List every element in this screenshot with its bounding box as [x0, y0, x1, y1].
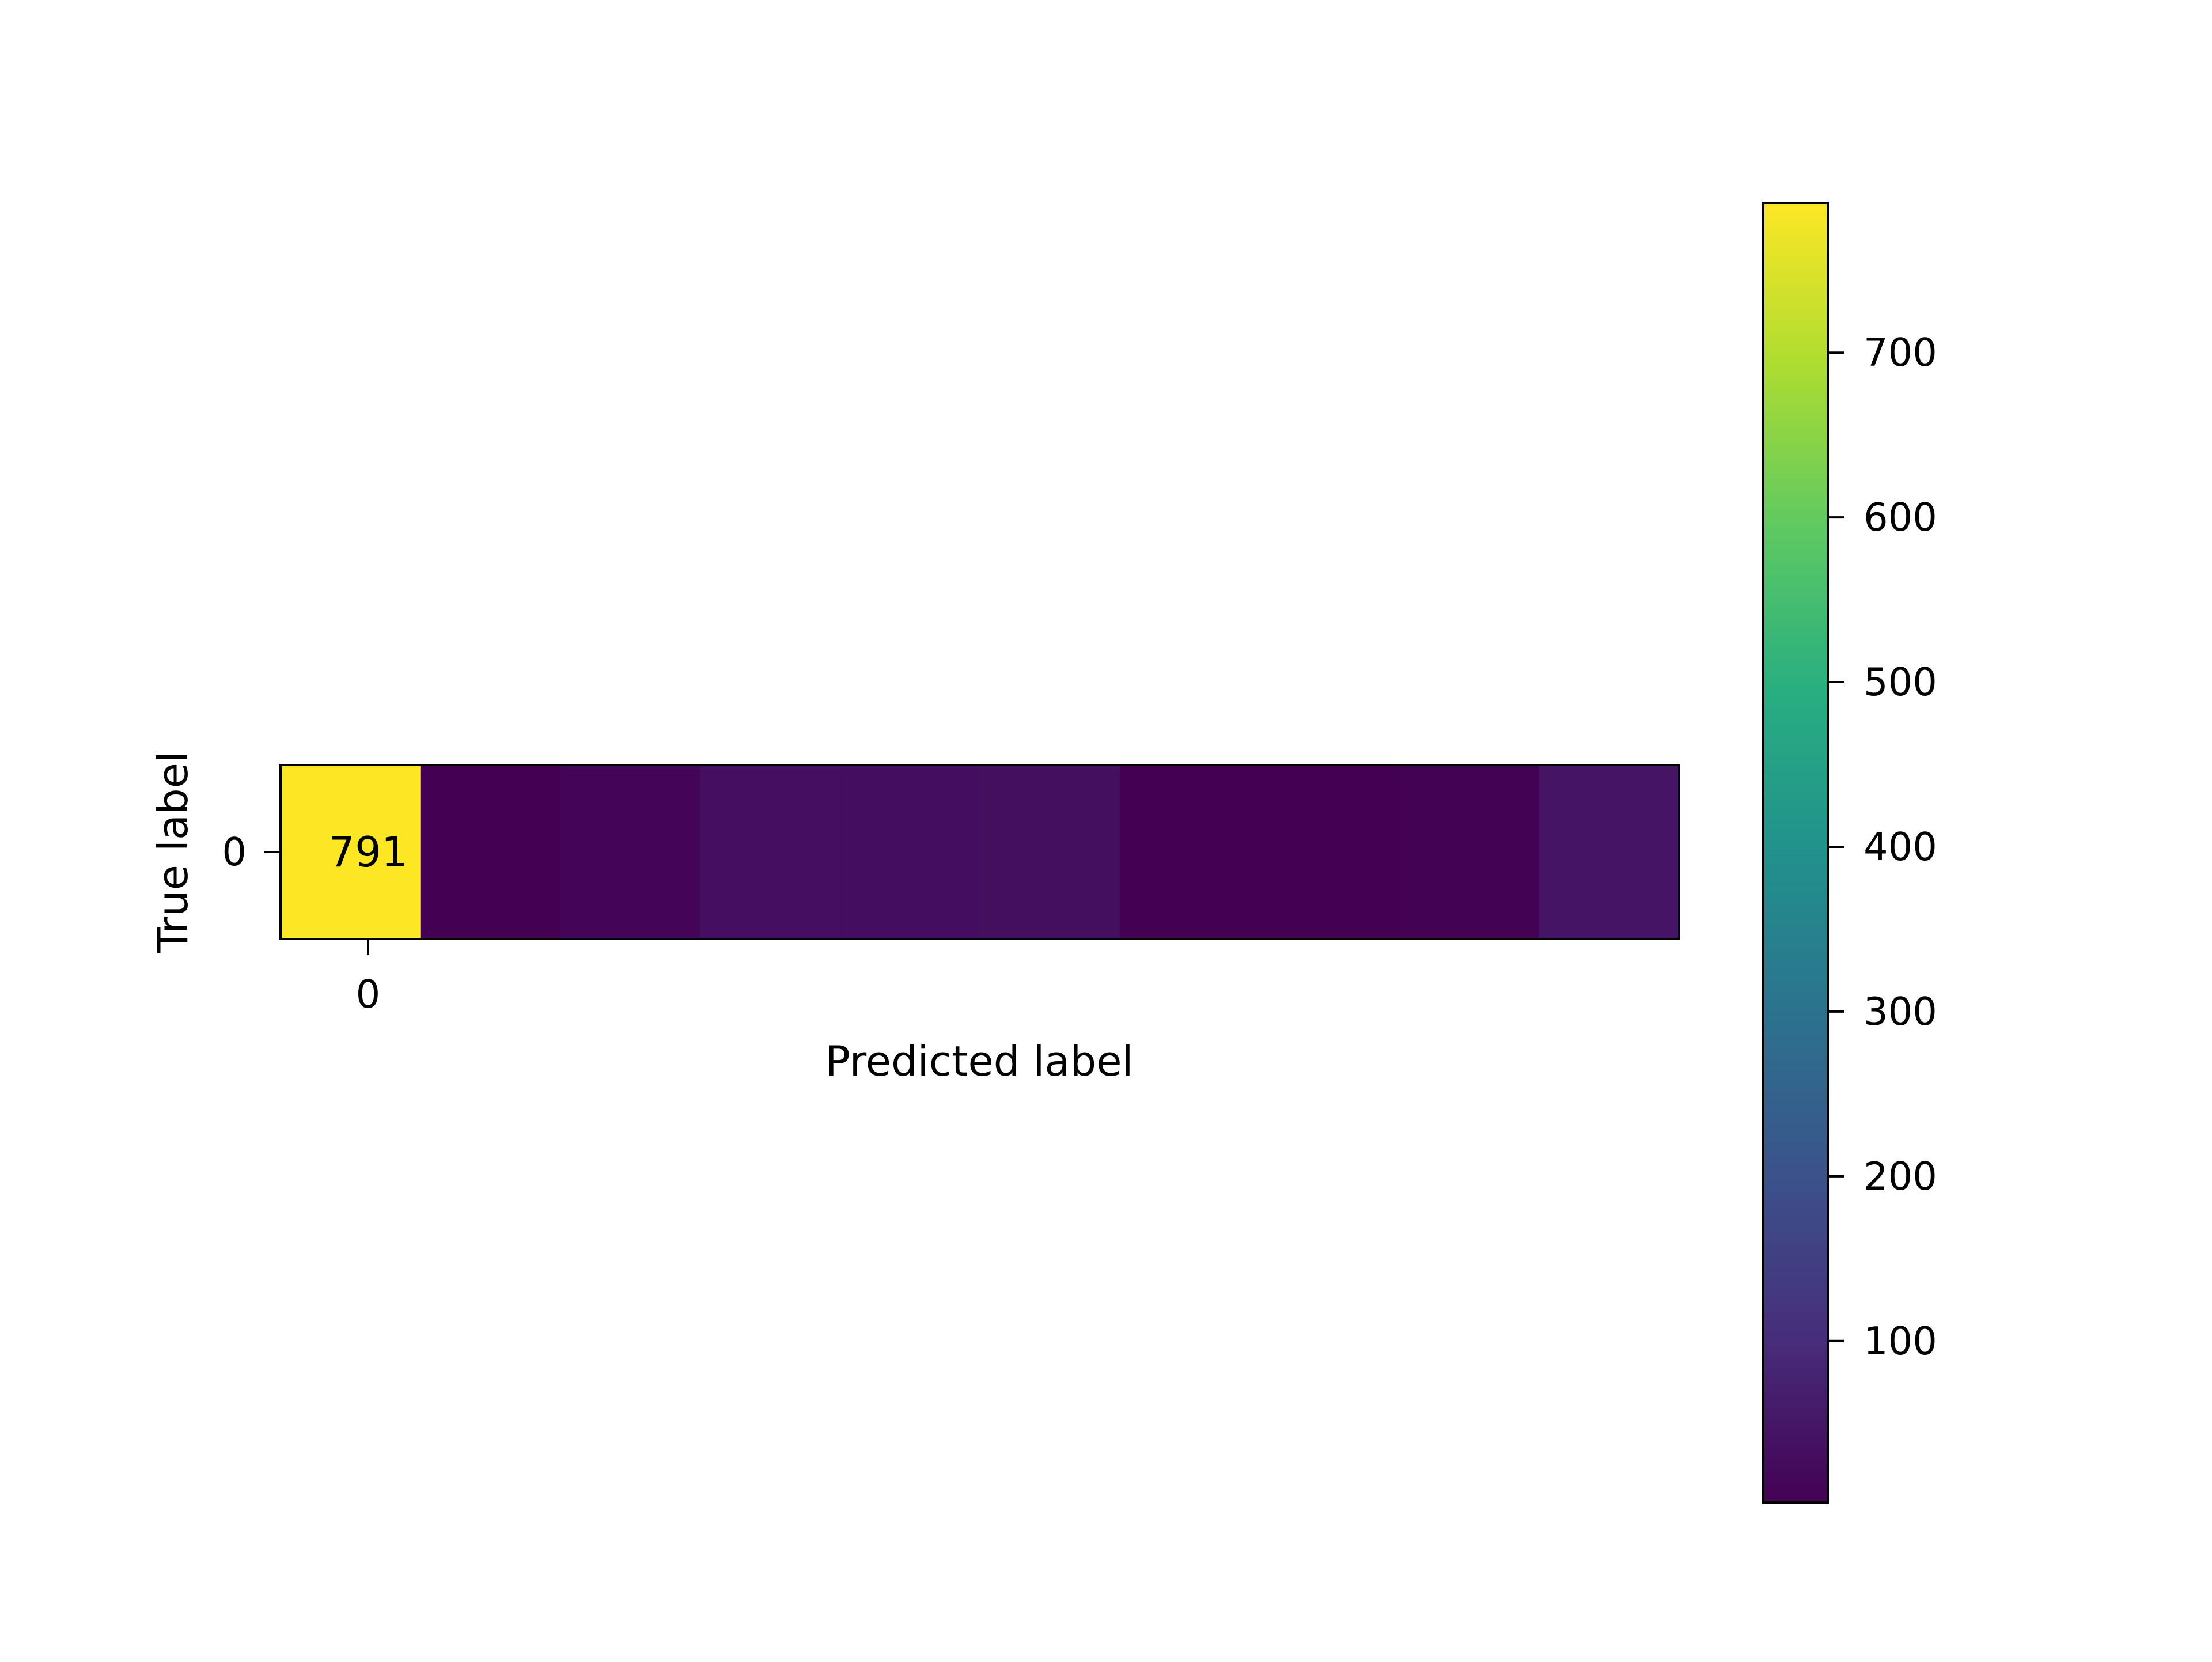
heatmap-cells: [281, 765, 1680, 939]
colorbar-tick-label: 200: [1863, 1154, 1937, 1199]
heatmap-cell: [980, 765, 1120, 939]
heatmap-cell: [1539, 765, 1680, 939]
heatmap-cell: [700, 765, 840, 939]
colorbar-tick-label: 700: [1863, 330, 1937, 375]
heatmap-cell: [420, 765, 561, 939]
colorbar-gradient: [1763, 203, 1828, 1502]
y-axis: 0 True label: [149, 751, 281, 953]
heatmap-cell: [1119, 765, 1260, 939]
y-axis-label: True label: [149, 751, 197, 953]
x-axis-label: Predicted label: [825, 1037, 1133, 1085]
heatmap-cell: [1259, 765, 1400, 939]
colorbar-frame: [1762, 202, 1829, 1504]
colorbar-ticks: 100 200 300 400 500 600 700: [1828, 330, 1937, 1364]
colorbar-tick-label: 600: [1863, 495, 1937, 540]
heatmap-cell: [1399, 765, 1540, 939]
colorbar: 100 200 300 400 500 600 700: [1762, 202, 1937, 1504]
heatmap-cell: [840, 765, 980, 939]
heatmap-cell: [560, 765, 701, 939]
x-tick-label: 0: [356, 972, 381, 1017]
cell-annotations: 791: [328, 828, 407, 876]
cell-annotation: 791: [328, 828, 407, 876]
y-tick-label: 0: [222, 830, 247, 874]
x-axis: 0 Predicted label: [356, 939, 1134, 1085]
colorbar-tick-label: 500: [1863, 660, 1937, 705]
colorbar-tick-label: 300: [1863, 989, 1937, 1034]
colorbar-tick-label: 400: [1863, 824, 1937, 869]
heatmap-cell: [281, 765, 421, 939]
colorbar-tick-label: 100: [1863, 1319, 1937, 1364]
